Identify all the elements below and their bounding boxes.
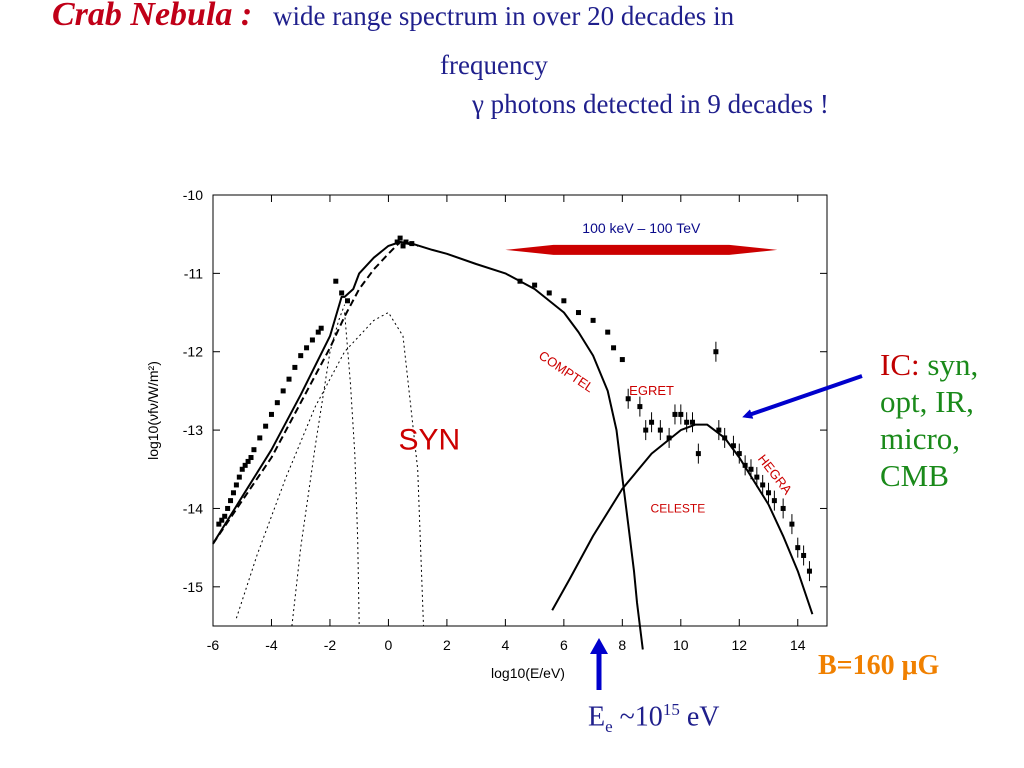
ic-line-3: micro, (880, 421, 961, 456)
magnetic-field-label: B=160 μG (818, 650, 940, 681)
data-point (233, 482, 239, 488)
data-point (286, 376, 292, 382)
data-point (304, 345, 310, 351)
annotation-syn: SYN (399, 424, 461, 457)
data-point (219, 517, 225, 523)
data-point (605, 329, 611, 335)
data-point (590, 317, 596, 323)
data-point (309, 337, 315, 343)
data-point (280, 388, 286, 394)
x-tick-label: 4 (501, 637, 509, 653)
data-point (561, 298, 567, 304)
x-tick-label: -4 (265, 637, 278, 653)
ic-line-4: CMB (880, 458, 949, 493)
model-curve-2 (212, 241, 418, 545)
y-tick-label: -10 (183, 187, 203, 203)
x-tick-label: 10 (673, 637, 689, 653)
data-point (216, 521, 222, 527)
y-axis-label: log10(νfν/W/m²) (145, 361, 161, 460)
data-point (292, 364, 298, 370)
data-point (409, 241, 415, 247)
energy-value: ~10 (612, 701, 663, 733)
data-point (222, 513, 228, 519)
ic-line-1: syn, (927, 347, 979, 382)
ic-label: IC: syn, (880, 347, 978, 383)
x-tick-label: 8 (618, 637, 626, 653)
title-line-3: γ photons detected in 9 decades ! (472, 89, 829, 119)
data-point (532, 282, 538, 288)
data-point (225, 505, 231, 511)
energy-unit: eV (679, 701, 720, 733)
data-point (251, 447, 257, 453)
electron-energy-label: Ee ~1015 eV (588, 700, 719, 737)
data-point (394, 239, 400, 245)
data-point (274, 400, 280, 406)
range-arrow-shape (505, 244, 778, 255)
title-text-1: wide range spectrum in over 20 decades i… (272, 1, 735, 31)
data-point (333, 278, 339, 284)
annotation-comptel: COMPTEL (536, 348, 596, 396)
data-point (263, 423, 269, 429)
data-point (245, 458, 251, 464)
data-point (268, 411, 274, 417)
ic-prefix: IC: (880, 347, 920, 382)
x-tick-label: 0 (385, 637, 393, 653)
ic-pointer-arrow (742, 374, 863, 419)
model-curve-6 (344, 312, 360, 627)
data-point (403, 239, 409, 245)
plot-frame (212, 194, 828, 627)
x-tick-label: -6 (207, 637, 220, 653)
data-point (298, 353, 304, 359)
data-point (318, 325, 324, 331)
x-tick-label: 14 (790, 637, 806, 653)
energy-symbol: E (588, 701, 606, 733)
model-curve-1 (212, 241, 644, 650)
x-axis-label: log10(E/eV) (491, 665, 565, 681)
y-tick-label: -14 (183, 500, 203, 516)
data-point (228, 498, 234, 504)
energy-range-arrow: 100 keV – 100 TeV (505, 220, 778, 255)
data-point (517, 278, 523, 284)
data-point (239, 466, 245, 472)
y-tick-label: -13 (183, 422, 203, 438)
data-point (546, 290, 552, 296)
model-curves (212, 241, 814, 650)
nebula-name: Crab Nebula : (52, 0, 253, 33)
annotation-egret: EGRET (629, 383, 674, 398)
data-point (611, 345, 617, 351)
data-point (236, 474, 242, 480)
electron-energy-arrowhead (590, 638, 608, 654)
title-line-1: Crab Nebula : wide range spectrum in ove… (52, 0, 735, 33)
energy-subscript: e (605, 716, 613, 736)
x-tick-label: 2 (443, 637, 451, 653)
x-tick-label: 12 (731, 637, 747, 653)
data-point (257, 435, 263, 441)
data-point (248, 455, 254, 461)
energy-exponent: 15 (662, 700, 680, 719)
y-tick-label: -12 (183, 344, 203, 360)
x-tick-label: -2 (324, 637, 337, 653)
data-point (575, 310, 581, 316)
x-tick-label: 6 (560, 637, 568, 653)
y-tick-label: -11 (184, 265, 203, 281)
data-point (619, 357, 625, 363)
data-point (344, 298, 350, 304)
y-tick-label: -15 (183, 579, 203, 595)
data-point (230, 490, 236, 496)
data-point (339, 290, 345, 296)
annotation-celeste: CELESTE (651, 501, 706, 515)
ic-line-2: opt, IR, (880, 384, 974, 419)
data-point (242, 462, 248, 468)
range-arrow-label: 100 keV – 100 TeV (582, 220, 701, 236)
title-line-2: frequency (440, 50, 548, 80)
data-point (397, 235, 403, 241)
model-curve-3 (551, 423, 814, 615)
data-point (400, 243, 406, 249)
measurement-points (216, 235, 812, 582)
axes: -6 -4 -2 0 2 4 6 8 10 12 14 -10 -11 -12 -13 -14 -15 log10… (145, 187, 827, 681)
model-curve-5 (291, 304, 346, 627)
data-point (315, 329, 321, 335)
